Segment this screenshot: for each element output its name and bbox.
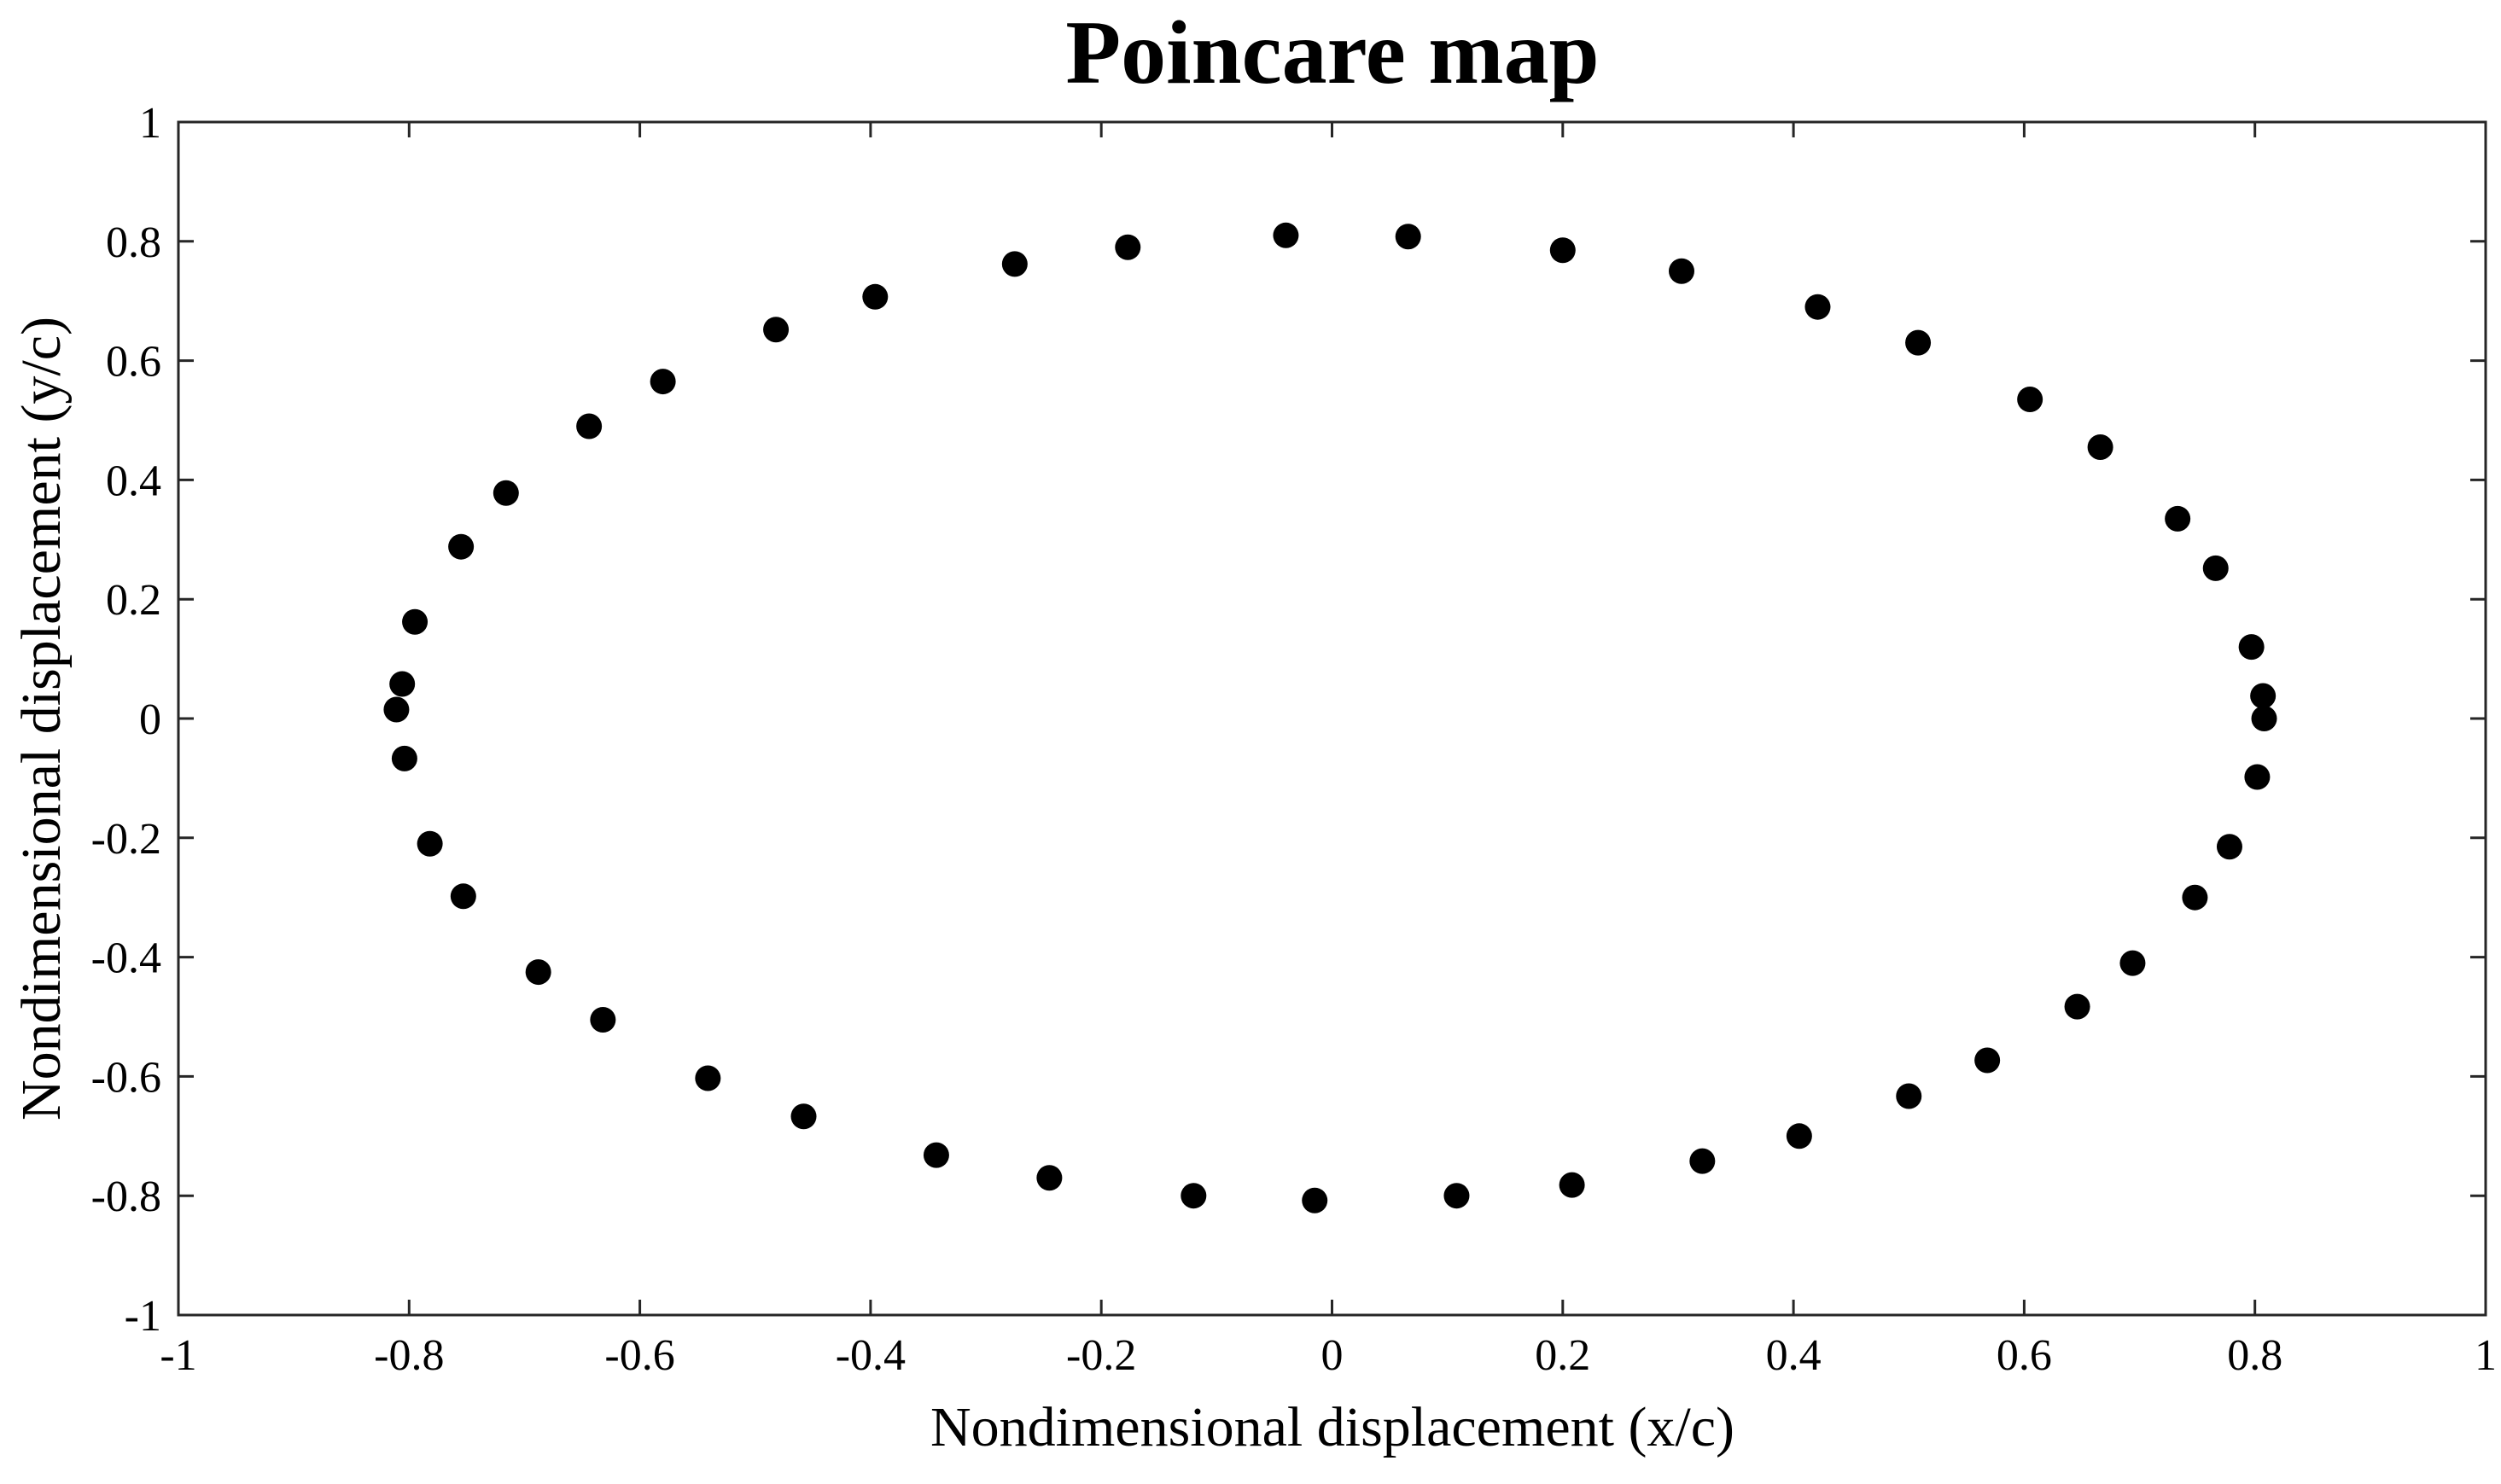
data-point (1559, 1172, 1585, 1198)
y-axis-label: Nondimensional displacement (y/c) (10, 317, 73, 1120)
data-point (2238, 634, 2265, 661)
x-tick-label: 0.2 (1535, 1331, 1590, 1380)
data-point (2251, 706, 2277, 731)
x-tick-label: 0.8 (2227, 1331, 2282, 1380)
data-point (391, 745, 417, 771)
y-tick-label: 0.8 (106, 218, 161, 267)
data-point (1273, 222, 1299, 248)
x-tick-label: 0.4 (1766, 1331, 1822, 1380)
data-point (576, 413, 603, 439)
plot-frame (177, 120, 2487, 1317)
y-tick-label: 0 (139, 695, 161, 744)
data-point (1974, 1047, 2001, 1074)
data-point (448, 533, 475, 560)
data-point (1443, 1183, 1470, 1209)
y-tick-label: 0.2 (106, 576, 161, 625)
y-tick-label: -0.2 (91, 815, 161, 864)
data-point (2119, 950, 2146, 976)
data-point (2165, 505, 2191, 532)
data-point (1395, 224, 1421, 250)
y-tick-label: -0.8 (91, 1173, 161, 1221)
data-point (1302, 1187, 1328, 1213)
data-point (650, 369, 676, 395)
data-point (1181, 1183, 1207, 1209)
data-point (1549, 237, 1576, 264)
y-tick-label: 1 (139, 99, 161, 148)
data-point (2182, 884, 2208, 911)
x-tick-label: -1 (160, 1331, 196, 1380)
data-point (1115, 234, 1141, 260)
data-point (525, 959, 551, 986)
x-tick-label: 0 (1321, 1331, 1344, 1380)
x-tick-label: 1 (2475, 1331, 2497, 1380)
data-point (402, 608, 428, 635)
data-point (1689, 1148, 1716, 1174)
data-point (862, 283, 889, 310)
data-point (2244, 764, 2271, 790)
data-point (1036, 1165, 1063, 1191)
y-tick-label: -0.4 (91, 934, 161, 983)
data-point (763, 317, 790, 343)
chart-title: Poincare map (1065, 3, 1599, 102)
x-tick-label: 0.6 (1997, 1331, 2052, 1380)
x-tick-label: -0.2 (1066, 1331, 1136, 1380)
data-point (590, 1006, 616, 1033)
data-point (2064, 993, 2090, 1020)
x-tick-label: -0.4 (836, 1331, 906, 1380)
y-tick-label: -0.6 (91, 1053, 161, 1102)
plot-area: -1 -0.8 -0.6 -0.4 -0.2 0 0.2 0.4 0.6 0.8 1 1 0.8 0.6 0… (91, 99, 2497, 1380)
data-point (1669, 258, 1695, 284)
data-point (2216, 834, 2242, 860)
x-tick-label: -0.8 (374, 1331, 444, 1380)
data-point (1804, 294, 1831, 320)
data-point (383, 696, 410, 723)
y-tick-label: 0.6 (106, 338, 161, 387)
data-point (2250, 683, 2277, 709)
y-tick-label: -1 (125, 1292, 161, 1341)
data-point (450, 883, 476, 910)
data-point (1786, 1123, 1812, 1149)
data-point (695, 1065, 721, 1091)
data-point (1896, 1083, 1922, 1109)
data-point (2202, 555, 2229, 581)
data-point (2087, 434, 2113, 460)
data-point (923, 1142, 949, 1168)
data-point (493, 480, 519, 506)
data-point (790, 1103, 817, 1130)
data-point (389, 671, 416, 697)
data-point (1001, 251, 1028, 277)
data-point (2017, 387, 2043, 413)
x-axis-label: Nondimensional displacement (x/c) (930, 1396, 1734, 1458)
x-tick-label: -0.6 (604, 1331, 674, 1380)
y-tick-label: 0.4 (106, 457, 161, 505)
data-point (1905, 329, 1932, 356)
data-point (417, 830, 443, 857)
